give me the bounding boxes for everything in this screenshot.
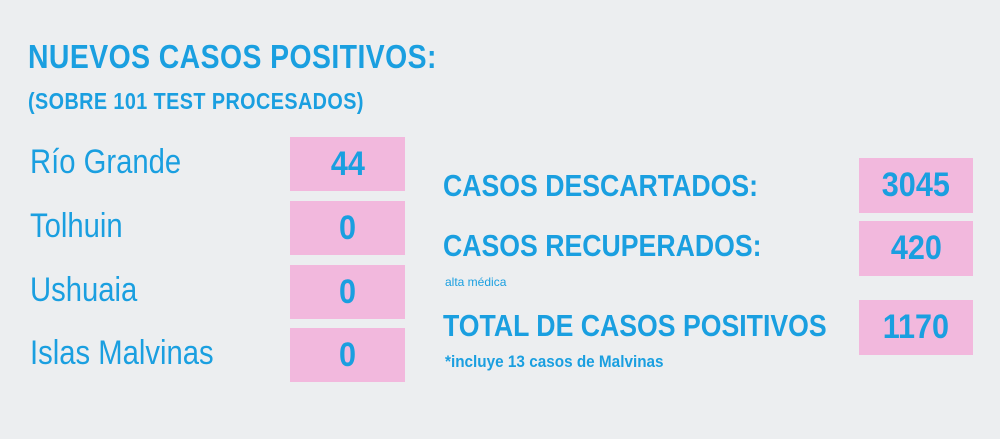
recovered-value-text: 420 — [890, 229, 942, 267]
location-value-islas-malvinas: 0 — [290, 328, 405, 382]
recovered-label: CASOS RECUPERADOS: — [443, 228, 762, 263]
total-value: 1170 — [859, 300, 973, 355]
recovered-note: alta médica — [445, 275, 507, 289]
discarded-value-text: 3045 — [881, 166, 951, 204]
location-value-text: 44 — [330, 144, 365, 183]
location-name-ushuaia: Ushuaia — [30, 271, 138, 309]
location-name-rio-grande: Río Grande — [30, 143, 182, 181]
location-name-tolhuin: Tolhuin — [30, 207, 123, 245]
location-value-text: 0 — [338, 335, 357, 374]
recovered-value: 420 — [859, 221, 973, 276]
location-value-tolhuin: 0 — [290, 201, 405, 255]
location-name-islas-malvinas: Islas Malvinas — [30, 334, 214, 372]
page-title: NUEVOS CASOS POSITIVOS: — [28, 38, 437, 75]
location-value-ushuaia: 0 — [290, 265, 405, 319]
location-value-rio-grande: 44 — [290, 137, 405, 191]
total-note: *incluye 13 casos de Malvinas — [445, 352, 664, 371]
total-label: TOTAL DE CASOS POSITIVOS — [443, 308, 827, 343]
location-value-text: 0 — [338, 208, 357, 247]
total-value-text: 1170 — [882, 308, 950, 346]
page-subtitle: (SOBRE 101 TEST PROCESADOS) — [28, 88, 364, 114]
discarded-value: 3045 — [859, 158, 973, 213]
discarded-label: CASOS DESCARTADOS: — [443, 168, 759, 203]
location-value-text: 0 — [338, 272, 357, 311]
